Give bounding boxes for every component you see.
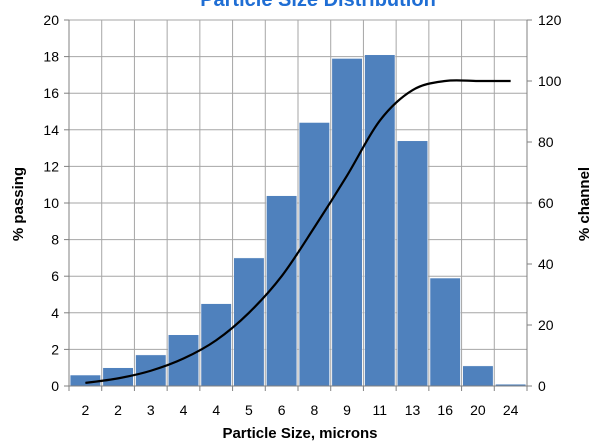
- x-tick-label: 11: [373, 402, 388, 418]
- bar: [429, 277, 461, 387]
- y-tick-label-right: 60: [538, 195, 554, 211]
- bar: [298, 122, 330, 387]
- x-tick-label: 8: [310, 402, 318, 418]
- bar: [397, 140, 428, 387]
- y-tick-label-left: 10: [43, 195, 59, 211]
- x-tick-label: 9: [343, 402, 351, 418]
- x-tick-label: 4: [180, 402, 188, 418]
- y-axis-title-left: % passing: [10, 167, 27, 241]
- y-tick-label-right: 20: [538, 317, 554, 333]
- y-tick-label-left: 0: [51, 378, 59, 394]
- x-tick-label: 20: [470, 402, 486, 418]
- y-tick-label-right: 120: [538, 12, 562, 28]
- bar: [168, 334, 199, 387]
- x-tick-label: 4: [212, 402, 220, 418]
- bar: [462, 365, 494, 387]
- y-tick-label-left: 20: [43, 12, 59, 28]
- y-tick-label-left: 8: [51, 232, 59, 248]
- x-tick-label: 6: [278, 402, 286, 418]
- x-tick-label: 3: [147, 402, 155, 418]
- y-tick-label-left: 12: [43, 158, 59, 174]
- y-axis-title-right: % channel: [576, 167, 593, 241]
- y-tick-label-right: 100: [538, 73, 562, 89]
- y-tick-label-left: 4: [51, 305, 59, 321]
- x-tick-label: 24: [503, 402, 519, 418]
- cumulative-line: [85, 79, 511, 385]
- x-tick-label: 2: [81, 402, 89, 418]
- bar: [200, 303, 232, 387]
- bar: [331, 58, 363, 387]
- x-tick-label: 2: [114, 402, 122, 418]
- y-tick-label-right: 80: [538, 134, 554, 150]
- chart-title: Particle Size Distribution: [200, 0, 436, 11]
- x-tick-label: 13: [405, 402, 421, 418]
- x-axis-title: Particle Size, microns: [222, 425, 377, 442]
- y-tick-label-left: 2: [51, 341, 59, 357]
- y-tick-label-left: 16: [43, 85, 59, 101]
- x-tick-label: 5: [245, 402, 253, 418]
- y-tick-label-left: 14: [43, 122, 59, 138]
- x-tick-label: 16: [437, 402, 453, 418]
- bar: [266, 195, 298, 387]
- y-tick-label-left: 6: [51, 268, 59, 284]
- y-tick-label-right: 40: [538, 256, 554, 272]
- bar: [364, 54, 396, 387]
- y-tick-label-right: 0: [538, 378, 546, 394]
- y-tick-label-left: 18: [43, 49, 59, 65]
